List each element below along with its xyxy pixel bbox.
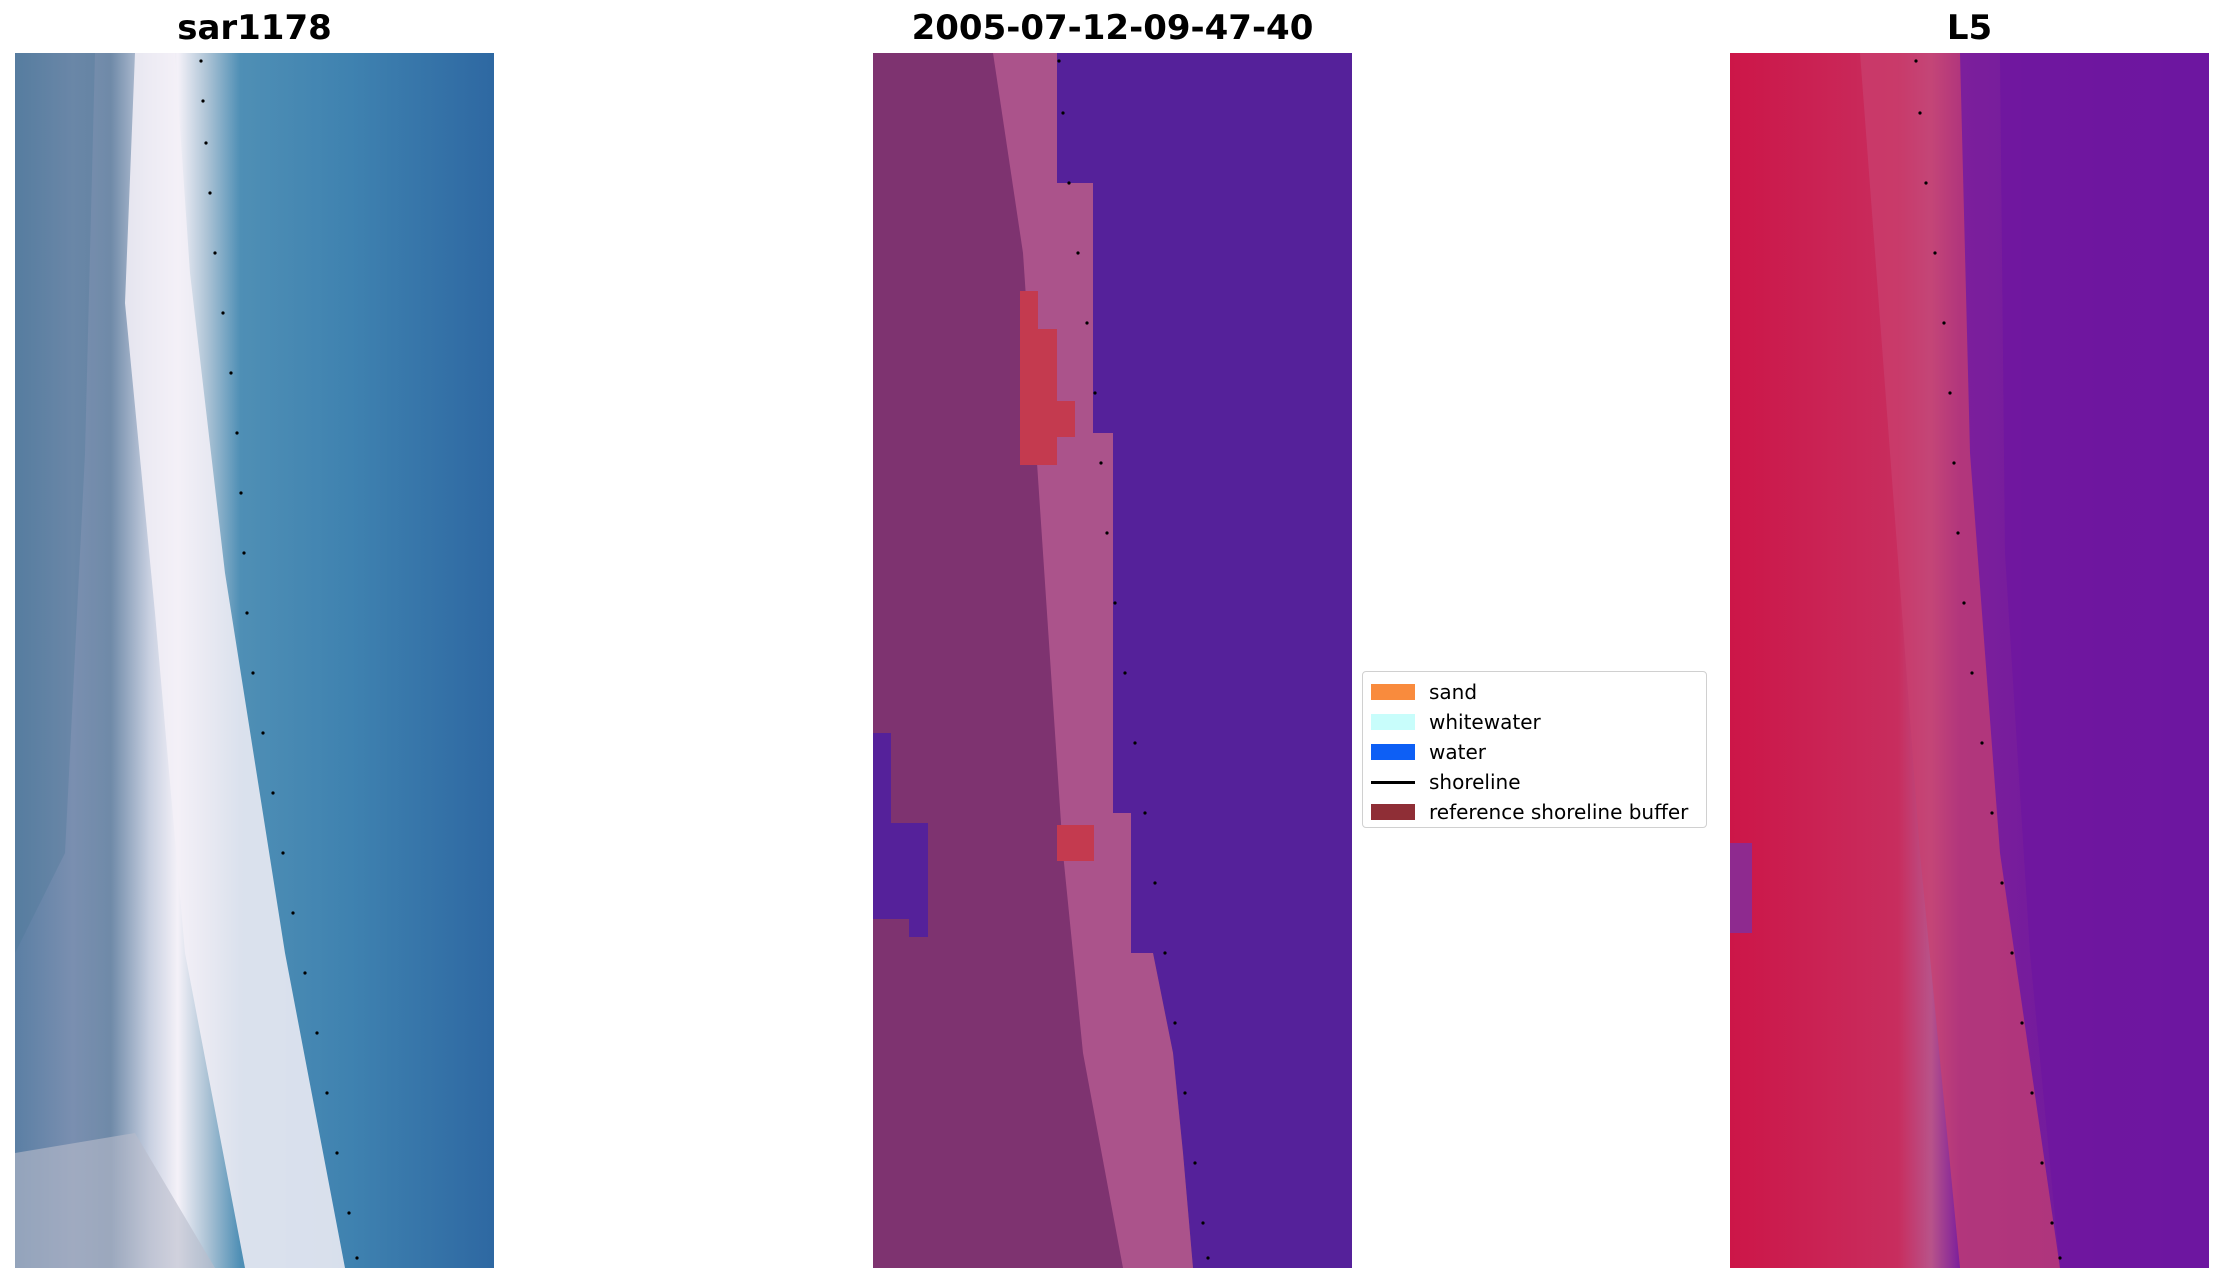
shoreline-dots	[199, 59, 359, 1260]
legend-item-shoreline: shoreline	[1371, 767, 1698, 797]
legend: sand whitewater water shoreline referenc…	[1362, 671, 1707, 828]
panel-title-rgb: sar1178	[177, 8, 332, 48]
legend-item-sand: sand	[1371, 677, 1698, 707]
rgb-image-panel	[15, 53, 494, 1268]
classification-image	[873, 53, 1352, 1268]
legend-item-whitewater: whitewater	[1371, 707, 1698, 737]
legend-swatch-whitewater	[1371, 714, 1415, 730]
shoreline-dots	[1057, 59, 1210, 1260]
legend-label: water	[1429, 740, 1486, 764]
panel-title-classification: 2005-07-12-09-47-40	[911, 8, 1314, 48]
legend-item-water: water	[1371, 737, 1698, 767]
index-image	[1730, 53, 2209, 1268]
index-panel	[1730, 53, 2209, 1268]
legend-swatch-water	[1371, 744, 1415, 760]
legend-item-reference-buffer: reference shoreline buffer	[1371, 797, 1698, 827]
legend-line-shoreline	[1371, 780, 1415, 784]
legend-label: whitewater	[1429, 710, 1541, 734]
legend-label: sand	[1429, 680, 1478, 704]
classification-panel	[873, 53, 1352, 1268]
legend-label: reference shoreline buffer	[1429, 800, 1689, 824]
panel-title-index: L5	[1946, 8, 1993, 48]
rgb-image	[15, 53, 494, 1268]
legend-swatch-sand	[1371, 684, 1415, 700]
shoreline-dots	[1914, 59, 2062, 1260]
legend-swatch-reference-buffer	[1371, 804, 1415, 820]
legend-label: shoreline	[1429, 770, 1521, 794]
